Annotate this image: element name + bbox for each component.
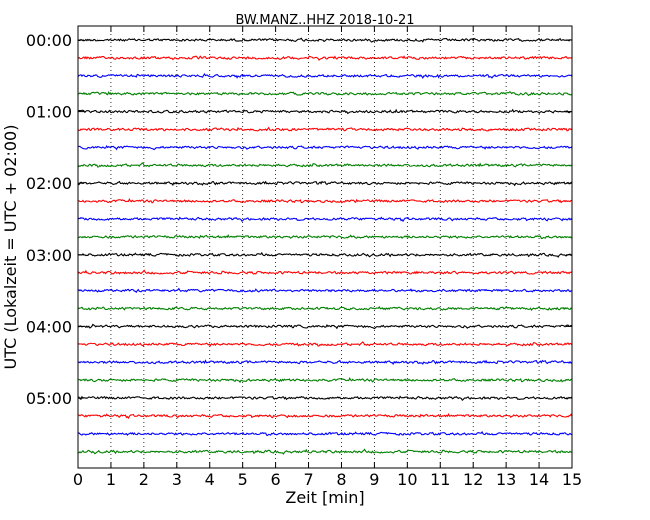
y-axis: 00:00 01:00 02:00 03:00 04:00 05:00 — [26, 31, 572, 408]
trace-0130 — [77, 145, 573, 151]
trace-0015 — [77, 55, 573, 61]
x-tick-label: 8 — [336, 470, 346, 489]
seismogram-traces — [77, 37, 573, 455]
trace-0230 — [77, 216, 573, 223]
trace-0315 — [77, 269, 573, 275]
y-tick-label: 02:00 — [26, 174, 72, 193]
trace-0330 — [77, 287, 573, 294]
vertical-grid — [110, 26, 540, 468]
x-tick-label: 7 — [303, 470, 313, 489]
x-tick-label: 15 — [562, 470, 582, 489]
trace-0115 — [77, 126, 573, 132]
x-tick-label: 13 — [496, 470, 516, 489]
x-tick-label: 1 — [106, 470, 116, 489]
x-tick-label: 5 — [238, 470, 248, 489]
trace-0245 — [77, 233, 573, 240]
trace-0515 — [77, 412, 573, 420]
trace-0215 — [77, 198, 573, 204]
x-tick-label: 2 — [139, 470, 149, 489]
x-tick-label: 12 — [463, 470, 483, 489]
trace-0200 — [77, 180, 573, 187]
trace-0300 — [77, 251, 573, 258]
x-tick-label: 6 — [271, 470, 281, 489]
trace-0345 — [77, 305, 573, 312]
trace-0100 — [77, 108, 573, 115]
trace-0430 — [77, 359, 573, 366]
x-tick-label: 14 — [529, 470, 549, 489]
x-tick-label: 9 — [369, 470, 379, 489]
x-tick-label: 0 — [73, 470, 83, 489]
trace-0500 — [77, 395, 573, 401]
y-tick-label: 03:00 — [26, 246, 72, 265]
y-axis-label: UTC (Lokalzeit = UTC + 02:00) — [1, 125, 20, 370]
trace-0145 — [77, 162, 573, 168]
x-tick-label: 3 — [172, 470, 182, 489]
trace-0045 — [77, 91, 573, 97]
y-tick-label: 00:00 — [26, 31, 72, 50]
x-axis-label: Zeit [min] — [285, 488, 364, 507]
trace-0000 — [77, 37, 573, 43]
y-tick-label: 01:00 — [26, 103, 72, 122]
x-tick-label: 4 — [205, 470, 215, 489]
chart-title: BW.MANZ..HHZ 2018-10-21 — [235, 13, 414, 28]
y-tick-label: 04:00 — [26, 317, 72, 336]
trace-0445 — [77, 377, 573, 384]
y-tick-label: 05:00 — [26, 389, 72, 408]
trace-0415 — [77, 341, 573, 347]
trace-0030 — [77, 72, 573, 79]
plot-frame — [77, 25, 573, 469]
x-axis: 0 1 2 3 4 5 6 7 8 9 10 11 12 13 14 15 — [73, 26, 582, 489]
x-tick-label: 10 — [397, 470, 417, 489]
x-tick-label: 11 — [430, 470, 450, 489]
trace-0400 — [77, 323, 573, 330]
trace-0530 — [77, 430, 573, 436]
trace-0545 — [77, 448, 573, 455]
